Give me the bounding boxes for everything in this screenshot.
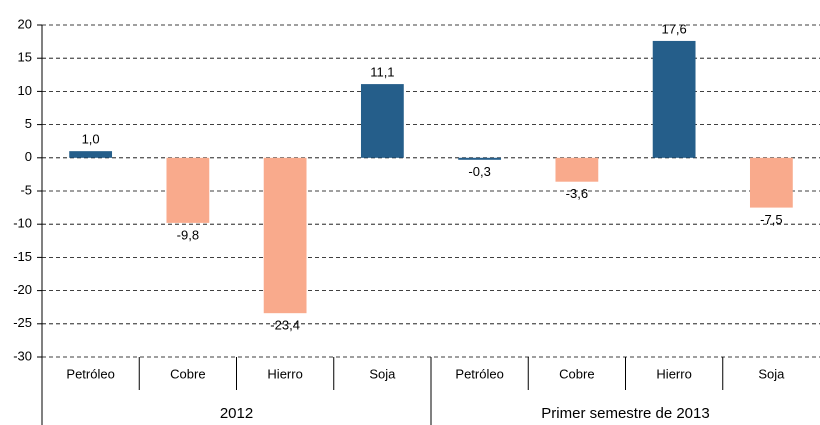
y-tick-label: 15 [18, 50, 32, 65]
bar [555, 157, 599, 182]
bar [360, 84, 404, 158]
y-tick-label: -5 [20, 182, 32, 197]
value-label: 11,1 [370, 65, 394, 80]
y-tick-label: -10 [13, 216, 32, 231]
bar [263, 157, 307, 314]
value-label: -0,3 [468, 164, 490, 179]
bar [166, 157, 210, 223]
x-tick-label: Soja [369, 366, 396, 381]
y-tick-label: 20 [18, 16, 32, 31]
y-tick-label: -25 [13, 315, 32, 330]
bar [458, 157, 502, 160]
bar [749, 157, 793, 208]
x-tick-label: Soja [758, 366, 785, 381]
bar [652, 40, 696, 158]
value-label: 1,0 [82, 132, 100, 147]
y-tick-label: -20 [13, 282, 32, 297]
x-tick-label: Cobre [170, 366, 205, 381]
y-tick-label: 10 [18, 83, 32, 98]
x-tick-label: Hierro [267, 366, 302, 381]
x-tick-label: Petróleo [66, 366, 114, 381]
group-label: 2012 [220, 405, 253, 422]
bar [69, 151, 113, 158]
value-label: -7,5 [760, 212, 782, 227]
y-tick-label: 5 [25, 116, 32, 131]
value-label: 17,6 [661, 21, 686, 36]
y-tick-label: 0 [25, 149, 32, 164]
group-label: Primer semestre de 2013 [541, 405, 709, 422]
x-tick-label: Hierro [656, 366, 691, 381]
value-label: -3,6 [566, 186, 588, 201]
y-tick-label: -15 [13, 249, 32, 264]
y-tick-label: -30 [13, 348, 32, 363]
value-label: -23,4 [270, 318, 300, 333]
x-tick-label: Petróleo [455, 366, 503, 381]
value-label: -9,8 [177, 227, 199, 242]
x-tick-label: Cobre [559, 366, 594, 381]
